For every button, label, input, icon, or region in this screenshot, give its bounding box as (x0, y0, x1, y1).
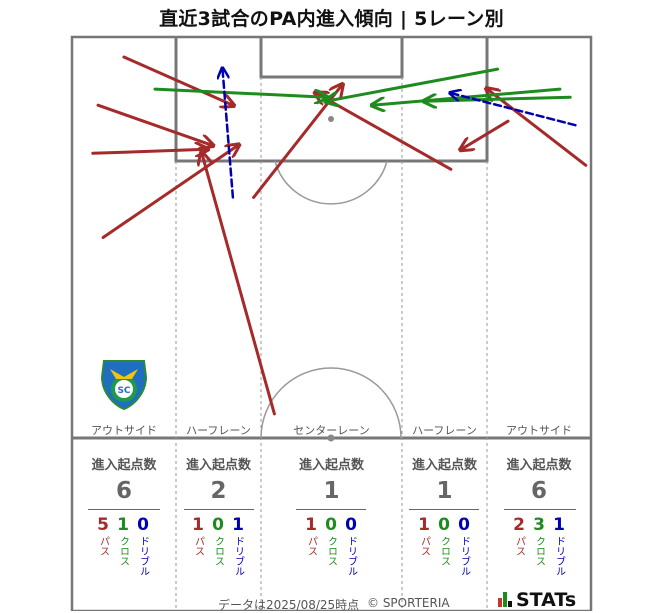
lane-stat-breakdown-dribble: 0 ドリブル (133, 515, 153, 580)
lane-label-halfspace-left: ハーフレーン (186, 424, 251, 437)
pitch-boundary (70, 35, 593, 611)
cross-count: 0 (212, 515, 224, 535)
lane-stat-rule (409, 509, 479, 510)
svg-text:SC: SC (117, 386, 130, 396)
lane-stat-rule (184, 509, 254, 510)
lane-stat-breakdown-dribble: 1 ドリブル (228, 515, 248, 580)
lane-stat-breakdown-cross: 3 クロス (529, 515, 549, 570)
brand-name: STATs (516, 589, 577, 611)
lane-stat-title: 進入起点数 (506, 458, 572, 473)
cross-count: 0 (438, 515, 450, 535)
cross-label: クロス (438, 536, 450, 566)
pass-label: パス (418, 536, 430, 556)
brand-logo: STATs (498, 589, 576, 611)
cross-arrow (153, 87, 326, 97)
pass-arrow (91, 149, 207, 153)
lane-label-outside-left: アウトサイド (91, 424, 157, 437)
lane-stat-rule (504, 509, 576, 510)
copyright: © SPORTERIA (367, 596, 450, 610)
lane-label-outside-right: アウトサイド (506, 424, 572, 437)
pass-count: 1 (305, 515, 317, 535)
dribble-label: ドリブル (232, 536, 244, 576)
pass-arrow (461, 119, 510, 149)
lane-stat-breakdown-cross: 0 クロス (321, 515, 341, 570)
lane-stat-title: 進入起点数 (185, 458, 251, 473)
data-date-note: データは2025/08/25時点 (218, 598, 360, 612)
lane-stat-total: 6 (115, 478, 132, 504)
pass-label: パス (305, 536, 317, 556)
dribble-label: ドリブル (458, 536, 470, 576)
lane-stat-total: 2 (210, 478, 227, 504)
lane-stat-total: 6 (530, 478, 547, 504)
stats-logo-icon (498, 592, 512, 607)
cross-label: クロス (533, 536, 545, 566)
lane-stat-rule (296, 509, 366, 510)
lane-dividers (175, 77, 488, 611)
cross-count: 0 (325, 515, 337, 535)
pass-label: パス (192, 536, 204, 556)
lane-stat-breakdown-cross: 1 クロス (113, 515, 133, 570)
pass-count: 2 (513, 515, 525, 535)
pass-count: 1 (418, 515, 430, 535)
dribble-count: 0 (458, 515, 470, 535)
cross-label: クロス (212, 536, 224, 566)
lane-label-center: センターレーン (293, 424, 370, 437)
cross-arrow (326, 67, 500, 101)
dribble-count: 0 (345, 515, 357, 535)
lane-stat-breakdown-dribble: 1 ドリブル (549, 515, 569, 580)
cross-count: 3 (533, 515, 545, 535)
pass-label: パス (513, 536, 525, 556)
dribble-count: 0 (137, 515, 149, 535)
entry-arrows (91, 55, 588, 416)
lane-stat-title: 進入起点数 (298, 458, 364, 473)
dribble-label: ドリブル (553, 536, 565, 576)
lane-stat-breakdown-pass: 5 パス (93, 515, 113, 560)
center-circle (260, 367, 402, 439)
chart-title: 直近3試合のPA内進入傾向 | 5レーン別 (159, 8, 504, 30)
lane-stat-breakdown-cross: 0 クロス (434, 515, 454, 570)
pass-count: 1 (192, 515, 204, 535)
dribble-label: ドリブル (137, 536, 149, 576)
lane-stat-breakdown-dribble: 0 ドリブル (454, 515, 474, 580)
lane-stat-title: 進入起点数 (91, 458, 157, 473)
lane-stat-breakdown-cross: 0 クロス (208, 515, 228, 570)
pass-label: パス (97, 536, 109, 556)
pass-arrow (202, 153, 276, 416)
lane-stat-total: 1 (323, 478, 340, 504)
pass-arrow (101, 145, 238, 239)
dribble-count: 1 (232, 515, 244, 535)
dribble-label: ドリブル (345, 536, 357, 576)
cross-label: クロス (117, 536, 129, 566)
lane-stat-breakdown-pass: 1 パス (301, 515, 321, 560)
lane-stat-breakdown-pass: 2 パス (509, 515, 529, 560)
dribble-arrow (223, 69, 235, 199)
lane-stat-title: 進入起点数 (411, 458, 477, 473)
lane-stat-total: 1 (436, 478, 453, 504)
penalty-arc (274, 160, 388, 205)
cross-label: クロス (325, 536, 337, 566)
pass-arrow (96, 103, 212, 145)
goal-area (259, 37, 404, 79)
team-crest-icon: SC (100, 360, 148, 411)
pass-count: 5 (97, 515, 109, 535)
lane-stat-breakdown-pass: 1 パス (188, 515, 208, 560)
center-spot (327, 434, 335, 442)
lane-stat-rule (88, 509, 160, 510)
pass-arrow (487, 89, 588, 167)
dribble-arrow (451, 93, 577, 127)
pass-arrow (122, 55, 233, 105)
cross-count: 1 (117, 515, 129, 535)
lane-stat-breakdown-dribble: 0 ドリブル (341, 515, 361, 580)
lane-label-halfspace-right: ハーフレーン (412, 424, 477, 437)
lane-stat-breakdown-pass: 1 パス (414, 515, 434, 560)
penalty-spot (328, 116, 334, 122)
dribble-count: 1 (553, 515, 565, 535)
